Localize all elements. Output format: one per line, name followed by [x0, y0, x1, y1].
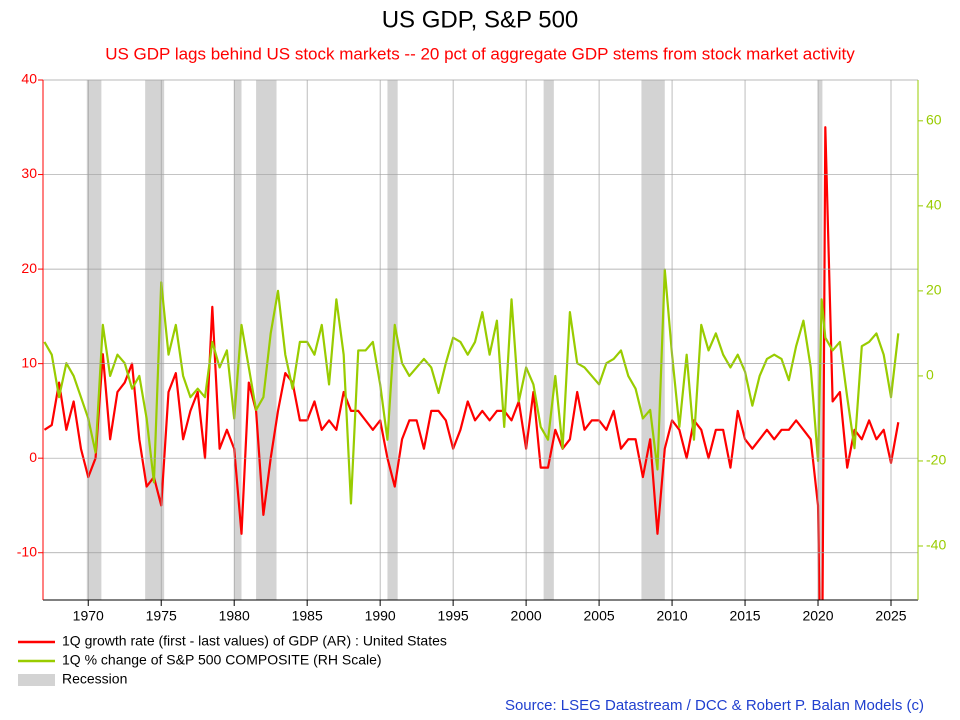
y2-tick-label: 0	[926, 367, 934, 383]
recession-band	[256, 80, 277, 600]
x-tick-label: 2010	[656, 608, 687, 624]
legend-label: 1Q growth rate (first - last values) of …	[62, 633, 447, 649]
y2-tick-label: -40	[926, 537, 946, 553]
x-tick-label: 2015	[729, 608, 760, 624]
source-note: Source: LSEG Datastream / DCC & Robert P…	[505, 697, 924, 714]
plot-area	[43, 80, 900, 600]
legend-label: 1Q % change of S&P 500 COMPOSITE (RH Sca…	[62, 652, 382, 668]
x-tick-label: 2025	[875, 608, 906, 624]
x-tick-label: 2000	[511, 608, 542, 624]
y-tick-label: 30	[21, 165, 37, 181]
x-tick-label: 1985	[292, 608, 323, 624]
recession-band	[234, 80, 242, 600]
y2-tick-label: 40	[926, 197, 942, 213]
y-tick-label: 10	[21, 354, 37, 370]
data-line	[43, 126, 900, 600]
recession-band	[641, 80, 665, 600]
chart-subtitle: US GDP lags behind US stock markets -- 2…	[105, 44, 855, 63]
y2-tick-label: 20	[926, 282, 942, 298]
x-tick-label: 1975	[146, 608, 177, 624]
y-tick-label: 20	[21, 260, 37, 276]
recession-band	[86, 80, 102, 600]
chart-title: US GDP, S&P 500	[382, 6, 579, 33]
legend-label: Recession	[62, 671, 127, 687]
recession-band	[543, 80, 554, 600]
data-line	[43, 268, 900, 505]
y2-tick-label: -20	[926, 452, 946, 468]
x-tick-label: 1970	[73, 608, 104, 624]
x-tick-label: 1980	[219, 608, 250, 624]
y-tick-label: 0	[29, 449, 37, 465]
recession-band	[387, 80, 398, 600]
y-tick-label: -10	[17, 543, 37, 559]
x-tick-label: 2005	[584, 608, 615, 624]
x-tick-label: 2020	[802, 608, 833, 624]
recession-band	[145, 80, 165, 600]
y2-tick-label: 60	[926, 112, 942, 128]
x-tick-label: 1990	[365, 608, 396, 624]
y-tick-label: 40	[21, 71, 37, 87]
x-tick-label: 1995	[438, 608, 469, 624]
legend-swatch	[18, 674, 55, 686]
